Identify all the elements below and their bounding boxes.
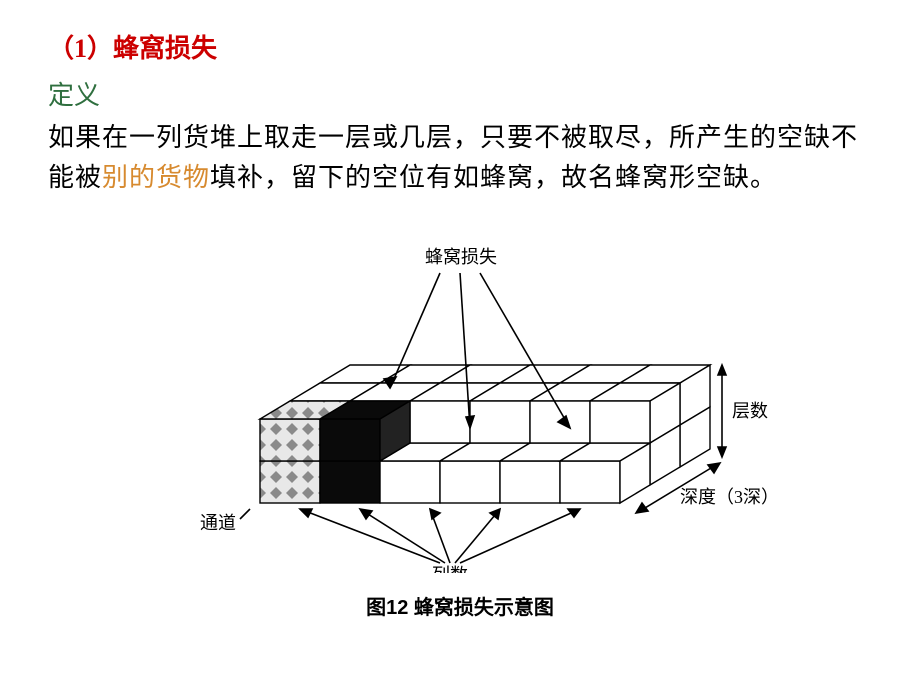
body-highlight: 别的货物	[102, 163, 210, 192]
definition-subtitle-text: 定义	[48, 81, 100, 110]
definition-subtitle: 定义	[48, 75, 872, 112]
annot-depth: 深度（3深）	[680, 487, 779, 507]
annot-aisle: 通道	[200, 513, 236, 533]
honeycomb-diagram-svg: 蜂窝损失 层数 深度（3深） 通道 列数	[140, 213, 780, 573]
annot-layers: 层数	[732, 401, 768, 421]
section-number-title: （1）蜂窩损失	[48, 28, 872, 65]
body-paragraph: 如果在一列货堆上取走一层或几层，只要不被取尽，所产生的空缺不能被别的货物填补，留…	[48, 118, 872, 199]
annot-top-label: 蜂窝损失	[425, 247, 497, 267]
body-post: 填补，留下的空位有如蜂窝，故名蜂窝形空缺。	[210, 163, 777, 192]
section-number-text: （1）蜂窩损失	[48, 34, 217, 63]
figure-container: 蜂窝损失 层数 深度（3深） 通道 列数 图12 蜂窝损失示意图	[48, 213, 872, 620]
figure-caption: 图12 蜂窝损失示意图	[48, 591, 872, 620]
figure-caption-text: 图12 蜂窝损失示意图	[366, 597, 554, 619]
annot-cols: 列数	[432, 565, 468, 573]
